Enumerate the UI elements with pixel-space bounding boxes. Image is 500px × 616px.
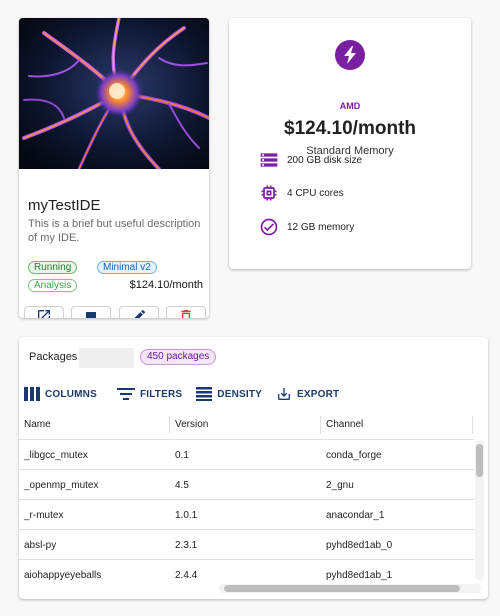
spec-label: 12 GB memory <box>287 221 355 233</box>
table-row[interactable]: aiohappyeyeballs 2.4.4 pyhd8ed1ab_1 <box>19 561 474 581</box>
ide-name: myTestIDE <box>28 197 101 214</box>
columns-button[interactable]: COLUMNS <box>24 387 97 401</box>
stop-ide-button[interactable] <box>71 306 112 318</box>
column-separator[interactable] <box>320 416 321 434</box>
spec-memory: 12 GB memory <box>258 216 354 238</box>
plan-card: AMD $124.10/month Standard Memory 200 GB… <box>229 18 471 269</box>
filters-button[interactable]: FILTERS <box>116 387 183 401</box>
column-separator[interactable] <box>169 416 170 434</box>
density-button[interactable]: DENSITY <box>196 387 262 401</box>
cell-name: _openmp_mutex <box>24 480 99 491</box>
packages-count-badge: 450 packages <box>140 349 217 365</box>
table-row[interactable]: absl-py 2.3.1 pyhd8ed1ab_0 <box>19 531 474 560</box>
vertical-scrollbar-thumb[interactable] <box>476 444 483 477</box>
ide-description: This is a brief but useful description o… <box>28 218 201 244</box>
cell-version: 2.4.4 <box>175 570 198 581</box>
packages-card: Packages 450 packages COLUMNS FILTERS DE… <box>19 337 488 599</box>
density-icon <box>196 387 213 401</box>
columns-label: COLUMNS <box>45 388 97 400</box>
plan-badge: Minimal v2 <box>97 261 157 274</box>
check-circle-icon <box>258 216 280 238</box>
cell-version: 0.1 <box>175 450 189 461</box>
plan-brand: AMD <box>339 101 361 111</box>
cell-version: 1.0.1 <box>175 510 198 521</box>
cell-name: absl-py <box>24 540 57 551</box>
column-header-name[interactable]: Name <box>24 419 51 430</box>
edit-icon <box>131 308 147 318</box>
download-icon <box>276 386 292 402</box>
category-badge: Analysis <box>28 279 78 292</box>
table-header: Name Version Channel <box>19 410 474 440</box>
cell-name: _r-mutex <box>24 510 64 521</box>
status-badge: Running <box>28 261 78 274</box>
cell-name: _libgcc_mutex <box>24 450 88 461</box>
column-header-version[interactable]: Version <box>175 419 209 430</box>
ide-price: $124.10/month <box>129 279 203 291</box>
cell-channel: conda_forge <box>326 450 382 461</box>
cell-channel: anacondar_1 <box>326 510 385 521</box>
spec-cpu: 4 CPU cores <box>258 182 344 204</box>
open-ide-button[interactable] <box>24 306 64 318</box>
column-header-channel[interactable]: Channel <box>326 419 364 430</box>
bolt-icon <box>335 40 365 70</box>
cell-version: 4.5 <box>175 480 189 491</box>
packages-search-box[interactable] <box>79 348 134 368</box>
density-label: DENSITY <box>217 388 263 400</box>
edit-ide-button[interactable] <box>118 306 159 318</box>
table-row[interactable]: _r-mutex 1.0.1 anacondar_1 <box>19 501 474 530</box>
ide-cover-image <box>19 18 209 169</box>
cell-channel: 2_gnu <box>326 480 354 491</box>
filter-icon <box>116 387 135 401</box>
cell-channel: pyhd8ed1ab_1 <box>326 570 393 581</box>
grid-toolbar: COLUMNS FILTERS DENSITY EXPORT <box>24 386 353 402</box>
open-external-icon <box>36 308 52 318</box>
filters-label: FILTERS <box>139 388 183 400</box>
cpu-icon <box>258 182 280 204</box>
spec-label: 200 GB disk size <box>287 154 363 166</box>
column-separator[interactable] <box>472 416 473 434</box>
plan-price: $124.10/month <box>284 118 416 139</box>
cell-channel: pyhd8ed1ab_0 <box>326 540 393 551</box>
spec-label: 4 CPU cores <box>287 187 344 199</box>
table-row[interactable]: _libgcc_mutex 0.1 conda_forge <box>19 441 474 470</box>
cell-name: aiohappyeyeballs <box>24 570 102 581</box>
storage-icon <box>258 149 280 171</box>
packages-title: Packages <box>29 351 78 363</box>
ide-card: myTestIDE This is a brief but useful des… <box>19 18 209 318</box>
vertical-scrollbar[interactable] <box>475 440 484 580</box>
export-button[interactable]: EXPORT <box>276 386 339 402</box>
cell-version: 2.3.1 <box>175 540 198 551</box>
plan-type: Standard Memory <box>306 145 394 157</box>
stop-icon <box>85 310 97 318</box>
columns-icon <box>24 387 40 401</box>
export-label: EXPORT <box>297 388 340 400</box>
delete-icon <box>178 308 194 318</box>
horizontal-scrollbar-thumb[interactable] <box>224 585 460 592</box>
horizontal-scrollbar[interactable] <box>219 584 481 593</box>
ide-actions <box>24 306 206 318</box>
table-row[interactable]: _openmp_mutex 4.5 2_gnu <box>19 471 474 500</box>
neuron-illustration <box>19 18 209 169</box>
delete-ide-button[interactable] <box>165 306 206 318</box>
spec-disk: 200 GB disk size <box>258 149 362 171</box>
